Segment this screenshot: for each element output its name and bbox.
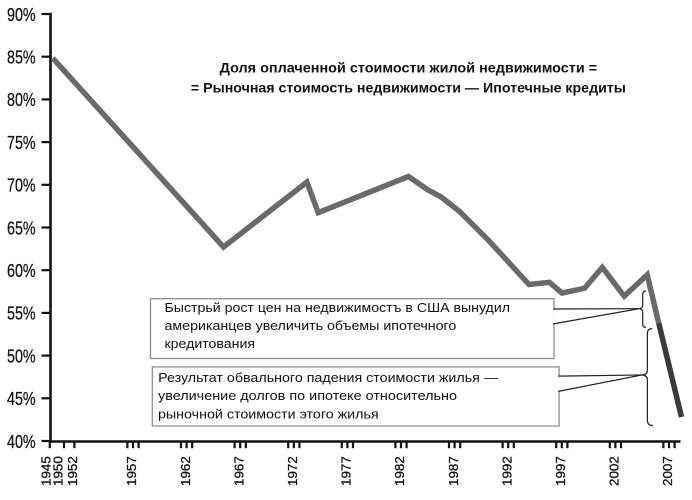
svg-text:кредитования: кредитования (165, 336, 256, 351)
svg-text:50%: 50% (7, 345, 36, 366)
svg-text:75%: 75% (7, 132, 36, 153)
svg-text:американцев увеличить объемы и: американцев увеличить объемы ипотечного (165, 318, 457, 333)
svg-text:1987: 1987 (446, 456, 461, 486)
svg-text:1982: 1982 (392, 456, 407, 486)
svg-text:1957: 1957 (124, 456, 139, 486)
svg-text:Результат обвального падения с: Результат обвального падения стоимости ж… (158, 370, 498, 385)
svg-text:увеличение долгов по ипотеке о: увеличение долгов по ипотеке относительн… (158, 388, 457, 403)
svg-text:2002: 2002 (607, 456, 622, 486)
svg-text:80%: 80% (7, 89, 36, 110)
svg-text:1997: 1997 (553, 456, 568, 486)
svg-text:1992: 1992 (499, 456, 514, 486)
svg-text:1972: 1972 (285, 456, 300, 486)
svg-text:Доля оплаченной стоимости жило: Доля оплаченной стоимости жилой недвижим… (220, 59, 598, 75)
svg-text:85%: 85% (7, 47, 36, 68)
svg-text:40%: 40% (7, 431, 36, 452)
svg-text:55%: 55% (7, 303, 36, 324)
svg-text:65%: 65% (7, 217, 36, 238)
svg-text:90%: 90% (7, 4, 36, 25)
svg-text:60%: 60% (7, 260, 36, 281)
svg-text:рыночной стоимости этого жилья: рыночной стоимости этого жилья (158, 406, 379, 421)
svg-text:1977: 1977 (339, 456, 354, 486)
svg-text:1952: 1952 (65, 456, 80, 486)
svg-text:1945: 1945 (38, 456, 53, 486)
svg-text:= Рыночная стоимость недвижимо: = Рыночная стоимость недвижимости — Ипот… (191, 79, 626, 95)
svg-text:Быстрьй рост цен на недвижимос: Быстрьй рост цен на недвижимостъ в США в… (165, 300, 511, 315)
svg-text:1950: 1950 (51, 456, 66, 486)
svg-text:2007: 2007 (660, 456, 675, 486)
svg-text:45%: 45% (7, 388, 36, 409)
svg-text:1967: 1967 (231, 456, 246, 486)
svg-text:70%: 70% (7, 175, 36, 196)
svg-text:1962: 1962 (178, 456, 193, 486)
